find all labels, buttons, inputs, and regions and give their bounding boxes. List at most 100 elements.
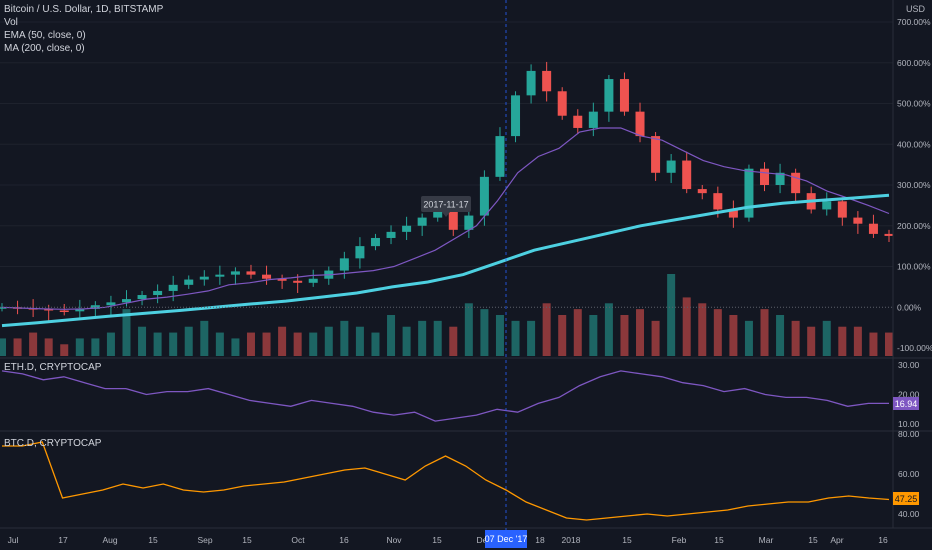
- candle-body: [853, 217, 863, 224]
- svg-text:47.25: 47.25: [895, 494, 918, 504]
- pane-separators: [0, 0, 932, 529]
- volume-bar: [744, 320, 753, 356]
- volume-bar: [527, 320, 536, 356]
- y-axis-eth: 30.00 20.00 10.00: [898, 360, 920, 429]
- candle-body: [868, 223, 878, 234]
- volume-bar: [13, 338, 22, 356]
- y-tick-label: 100.00%: [897, 262, 931, 272]
- candle-body: [557, 91, 567, 116]
- y-tick-label: 30.00: [898, 360, 920, 370]
- candle-body: [573, 115, 583, 128]
- y-tick-label: 200.00%: [897, 221, 931, 231]
- volume-bar: [75, 338, 84, 356]
- x-axis: Jul 17 Aug 15 Sep 15 Oct 16 Nov 15 Dec 18 2018 15 Feb 1…: [8, 535, 888, 545]
- tooltip-date: 2017-11-17: [421, 196, 471, 217]
- vol-label[interactable]: Vol: [4, 17, 18, 28]
- candle-body: [355, 246, 365, 259]
- candle-body: [604, 79, 614, 112]
- volume-bar: [309, 332, 318, 356]
- btc-pane-title[interactable]: BTC.D, CRYPTOCAP: [4, 438, 102, 449]
- candle-body: [822, 201, 832, 210]
- symbol-title[interactable]: Bitcoin / U.S. Dollar, 1D, BITSTAMP: [4, 4, 164, 15]
- tooltip-date-label: 2017-11-17: [423, 200, 468, 210]
- y-tick-label: 300.00%: [897, 180, 931, 190]
- candle-body: [713, 193, 723, 210]
- candle-body: [682, 160, 692, 190]
- volume-bar: [495, 315, 504, 356]
- btc-last-value-badge: 47.25: [893, 492, 919, 505]
- eth-pane-title[interactable]: ETH.D, CRYPTOCAP: [4, 362, 102, 373]
- volume-bar: [231, 338, 240, 356]
- candle-body: [370, 237, 380, 247]
- volume-bar: [807, 326, 816, 356]
- volume-bar: [589, 315, 598, 356]
- x-tick-label: Sep: [197, 535, 212, 545]
- y-tick-label: 0.00%: [897, 302, 922, 312]
- x-tick-label: 15: [808, 535, 818, 545]
- candle-body: [75, 308, 85, 312]
- x-tick-label: Apr: [830, 535, 843, 545]
- y-tick-label: 400.00%: [897, 139, 931, 149]
- volume-bar: [0, 338, 6, 356]
- x-tick-label: 2018: [562, 535, 581, 545]
- volume-bar: [885, 332, 893, 356]
- candle-body: [479, 176, 489, 216]
- volume-bar: [355, 326, 364, 356]
- candle-body: [635, 111, 645, 137]
- currency-label: USD: [906, 4, 926, 14]
- candle-body: [121, 299, 131, 303]
- volume-bar: [698, 303, 707, 356]
- y-axis-btc: 80.00 60.00 40.00: [898, 429, 920, 519]
- volume-bar: [729, 315, 738, 356]
- volume-bar: [418, 320, 427, 356]
- candle-body: [697, 189, 707, 194]
- volume-bar: [246, 332, 255, 356]
- ema-label[interactable]: EMA (50, close, 0): [4, 30, 86, 41]
- y-tick-label: 700.00%: [897, 17, 931, 27]
- y-tick-label: 500.00%: [897, 99, 931, 109]
- candle-body: [277, 278, 287, 281]
- volume-bar: [122, 309, 131, 356]
- x-tick-label: 15: [714, 535, 724, 545]
- volume-bar: [651, 320, 660, 356]
- candle-body: [448, 205, 458, 230]
- volume-bar: [215, 332, 224, 356]
- candle-body: [884, 233, 894, 236]
- x-tick-label: Mar: [759, 535, 774, 545]
- volume-bar: [262, 332, 271, 356]
- candle-body: [106, 302, 116, 306]
- candle-body: [44, 308, 54, 311]
- candle-body: [791, 172, 801, 194]
- candle-body: [0, 307, 7, 309]
- x-tick-label: Nov: [386, 535, 402, 545]
- candle-body: [666, 160, 676, 173]
- main-legend: Bitcoin / U.S. Dollar, 1D, BITSTAMP Vol …: [4, 3, 163, 55]
- candle-body: [262, 274, 272, 279]
- x-tick-label: Aug: [102, 535, 117, 545]
- volume-bar: [106, 332, 115, 356]
- x-tick-label: 16: [339, 535, 349, 545]
- candle-body: [230, 271, 240, 275]
- candle-body: [339, 258, 349, 271]
- y-tick-label: -100.00%: [897, 343, 932, 353]
- candle-body: [246, 271, 256, 275]
- volume-bar: [200, 320, 209, 356]
- volume-bars: [0, 274, 893, 356]
- volume-bar: [713, 309, 722, 356]
- volume-bar: [573, 309, 582, 356]
- volume-bar: [153, 332, 162, 356]
- volume-bar: [604, 303, 613, 356]
- volume-bar: [682, 297, 691, 356]
- volume-bar: [60, 344, 69, 356]
- volume-bar: [184, 326, 193, 356]
- eth-dominance-line: [1, 370, 889, 422]
- x-tick-label: Jul: [8, 535, 19, 545]
- candle-body: [651, 136, 661, 173]
- x-tick-label: 16: [878, 535, 888, 545]
- volume-bar: [402, 326, 411, 356]
- candle-body: [619, 79, 629, 112]
- y-tick-label: 60.00: [898, 469, 920, 479]
- ma-label[interactable]: MA (200, close, 0): [4, 43, 85, 54]
- volume-bar: [433, 320, 442, 356]
